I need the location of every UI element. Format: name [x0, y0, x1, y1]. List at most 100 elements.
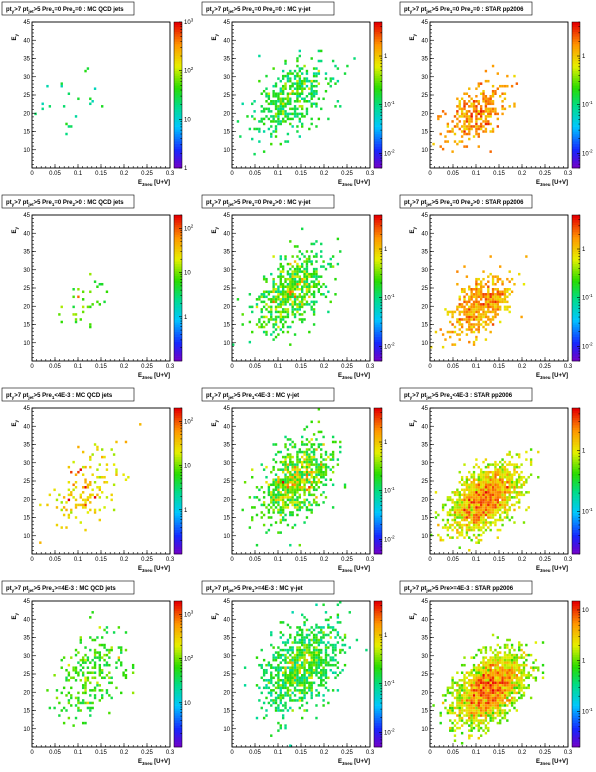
- colorbar-tick-label: 10-2​: [384, 535, 395, 544]
- heatmap-cell: [477, 533, 480, 537]
- heatmap-cell: [463, 305, 466, 309]
- heatmap-cell: [472, 305, 476, 309]
- heatmap-cell: [329, 262, 332, 266]
- heatmap-cell: [286, 282, 290, 286]
- heatmap-cell: [506, 704, 509, 707]
- heatmap-cell: [463, 145, 466, 148]
- heatmap-cell: [286, 298, 290, 301]
- heatmap-cell: [303, 498, 306, 502]
- heatmap-cell: [329, 265, 332, 268]
- heatmap-cell: [255, 127, 259, 131]
- heatmap-cell: [487, 300, 490, 304]
- heatmap-cell: [503, 643, 507, 647]
- heatmap-cell: [513, 488, 516, 492]
- y-tick-label: 35: [421, 250, 428, 256]
- heatmap-cell: [286, 681, 290, 685]
- heatmap-cell: [317, 626, 321, 629]
- colorbar-tick-label: 10-1​: [582, 100, 593, 109]
- x-tick-label: 0.05: [49, 364, 61, 370]
- heatmap-cell: [267, 503, 271, 507]
- heatmap-cell: [463, 122, 466, 126]
- heatmap-cell: [289, 122, 292, 126]
- heatmap-cell: [84, 701, 87, 705]
- heatmap-cell: [460, 696, 464, 700]
- heatmap-cell: [484, 115, 488, 118]
- heatmap-cell: [522, 661, 526, 664]
- heatmap-cells: [430, 448, 540, 552]
- heatmap-cell: [458, 719, 461, 722]
- colorbar: [173, 214, 183, 362]
- heatmap-cell: [477, 521, 480, 524]
- heatmap-cell: [284, 513, 287, 517]
- heatmap-cell: [496, 288, 499, 291]
- heatmap-cell: [81, 699, 85, 702]
- heatmap-cell: [484, 470, 488, 474]
- heatmap-cell: [479, 689, 483, 692]
- heatmap-cell: [284, 300, 287, 304]
- heatmap-cell: [291, 493, 294, 497]
- heatmap-cell: [508, 496, 511, 499]
- heatmap-cell: [291, 513, 294, 517]
- heatmap-cell: [284, 435, 287, 439]
- heatmap-cell: [477, 488, 480, 492]
- heatmap-cell: [296, 663, 299, 667]
- heatmap-cell: [310, 631, 313, 634]
- title-box: [1, 580, 135, 595]
- heatmap-cell: [510, 671, 514, 674]
- heatmap-cell: [277, 110, 280, 113]
- heatmap-cell: [331, 651, 335, 654]
- heatmap-cell: [491, 689, 495, 692]
- panel-title: ptγ​>7 ptjet​>5 Pre1​>=4E-3 : MC γ-jet: [206, 586, 303, 593]
- heatmap-cell: [491, 521, 495, 524]
- heatmap-cell: [529, 458, 533, 461]
- heatmap-cell: [453, 325, 457, 329]
- heatmap-cell: [477, 691, 480, 695]
- heatmap-cell: [491, 288, 495, 291]
- heatmap-cell: [503, 694, 507, 697]
- heatmap-cell: [251, 305, 254, 309]
- heatmap-cell: [470, 508, 473, 512]
- heatmap-cell: [281, 74, 285, 78]
- heatmap-cell: [265, 696, 268, 700]
- heatmap-cell: [475, 666, 478, 669]
- heatmap-cell: [251, 506, 254, 509]
- heatmap-cell: [298, 626, 301, 629]
- heatmap-cell: [291, 303, 294, 306]
- heatmap-cell: [281, 325, 285, 329]
- heatmap-cell: [441, 526, 445, 529]
- heatmap-cell: [331, 458, 335, 461]
- heatmap-cell: [258, 325, 261, 329]
- heatmap-cell: [81, 498, 85, 502]
- heatmap-cell: [451, 704, 454, 707]
- heatmap-cell: [499, 658, 502, 662]
- heatmap-cell: [98, 653, 101, 657]
- heatmap-cell: [465, 526, 469, 529]
- heatmap-cell: [298, 318, 301, 321]
- heatmap-cell: [475, 100, 478, 103]
- heatmap-cell: [460, 508, 464, 512]
- heatmap-cell: [494, 503, 497, 507]
- heatmap-cell: [298, 92, 301, 95]
- heatmap-cell: [451, 491, 454, 494]
- heatmap-cell: [365, 648, 368, 652]
- heatmap-cell: [251, 137, 254, 141]
- heatmap-cell: [470, 656, 473, 659]
- heatmap-cell: [253, 496, 256, 499]
- heatmap-cell: [491, 275, 495, 278]
- heatmap-cell: [525, 255, 528, 258]
- heatmap-cell: [305, 453, 309, 456]
- heatmap-cell: [286, 674, 290, 677]
- heatmap-cell: [458, 714, 461, 717]
- heatmap-cell: [484, 483, 488, 487]
- heatmap-cell: [303, 280, 306, 283]
- heatmap-cell: [301, 691, 304, 695]
- heatmap-cell: [117, 646, 121, 649]
- heatmap-cell: [305, 282, 309, 286]
- heatmap-cell: [324, 267, 328, 271]
- heatmap-cell: [499, 714, 502, 717]
- heatmap-cell: [62, 506, 66, 509]
- heatmap-cell: [487, 706, 490, 710]
- heatmap-cell: [305, 691, 309, 695]
- heatmap-cell: [489, 689, 492, 692]
- heatmap-cell: [98, 486, 101, 489]
